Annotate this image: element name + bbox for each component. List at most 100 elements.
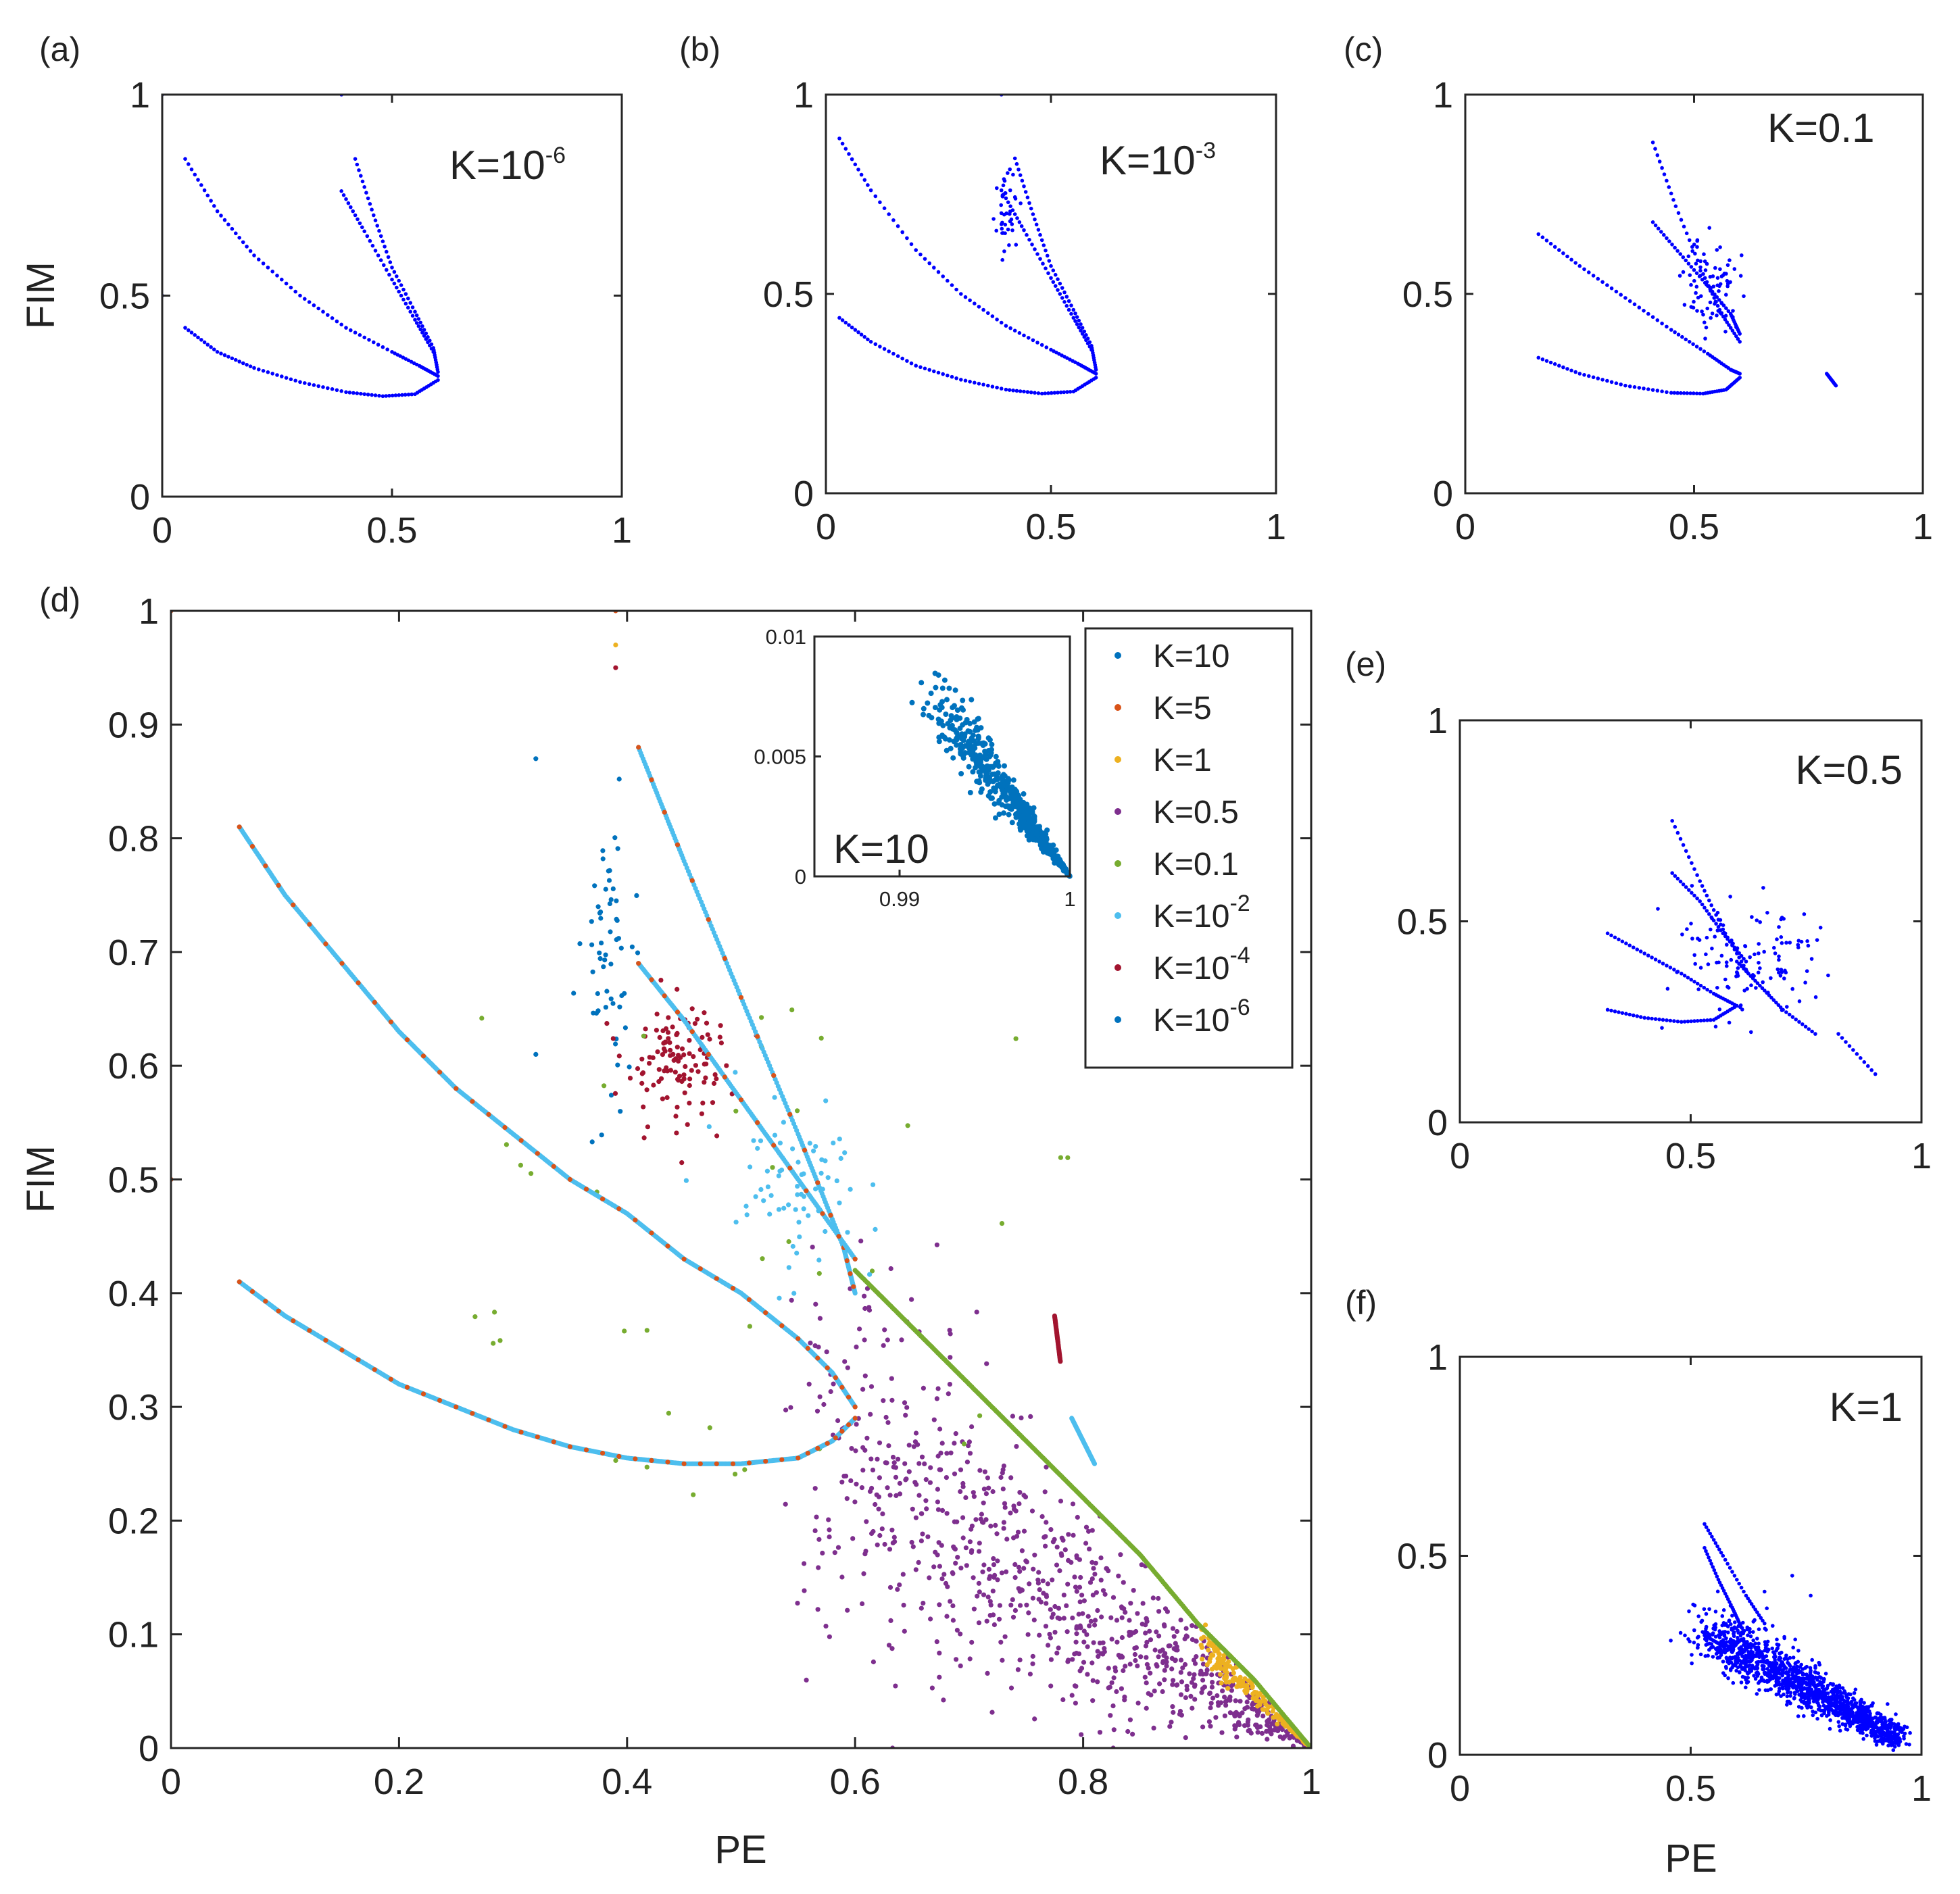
- scatter-point: [1750, 915, 1754, 919]
- scatter-point: [1152, 1647, 1158, 1653]
- series-point: [303, 297, 307, 301]
- scatter-point: [1203, 1622, 1208, 1628]
- series-point: [385, 347, 389, 351]
- series-point: [950, 374, 954, 379]
- series-point: [326, 386, 330, 391]
- series-point: [1635, 1014, 1640, 1018]
- scatter-point: [931, 1564, 937, 1570]
- scatter-point: [823, 1624, 829, 1629]
- series-point: [351, 391, 356, 395]
- scatter-point: [1056, 1605, 1061, 1611]
- scatter-point: [1008, 167, 1012, 172]
- scatter-point: [903, 1412, 908, 1418]
- scatter-point: [1713, 934, 1717, 939]
- scatter-point: [602, 1083, 607, 1089]
- scatter-point: [1784, 941, 1788, 945]
- series-point: [918, 252, 923, 257]
- series-point: [237, 824, 242, 830]
- scatter-point: [1122, 1697, 1127, 1703]
- series-point: [1033, 217, 1037, 222]
- series-point: [1569, 257, 1573, 262]
- series-point: [1007, 388, 1012, 392]
- scatter-point: [1740, 1007, 1744, 1012]
- series-point: [1710, 289, 1715, 294]
- series-point: [665, 1243, 670, 1249]
- scatter-point: [1109, 1680, 1114, 1685]
- scatter-point: [876, 1494, 881, 1499]
- inset-point: [966, 764, 972, 770]
- scatter-point: [679, 1160, 685, 1166]
- panel-letter: (d): [39, 581, 80, 619]
- scatter-point: [1242, 1723, 1248, 1728]
- scatter-point: [1190, 1623, 1195, 1628]
- series-point: [1052, 391, 1057, 395]
- scatter-point: [1775, 967, 1780, 972]
- series-point: [1600, 378, 1604, 382]
- scatter-point: [1162, 1677, 1167, 1683]
- scatter-point: [891, 1460, 897, 1466]
- scatter-point: [842, 1359, 848, 1364]
- scatter-point: [1756, 970, 1761, 975]
- series-point: [385, 268, 389, 272]
- series-point: [1008, 326, 1012, 330]
- scatter-point: [1709, 927, 1713, 932]
- panel-c: (c)0 0.5 100.51K=0.1: [1344, 30, 1933, 547]
- series-point: [266, 370, 270, 374]
- series-point: [1039, 238, 1044, 243]
- scatter-point: [927, 1575, 932, 1580]
- series-point: [1540, 235, 1545, 240]
- scatter-point: [1000, 257, 1004, 262]
- scatter-point: [789, 1007, 795, 1013]
- scatter-point: [1169, 1720, 1174, 1725]
- legend-marker: [1114, 808, 1121, 815]
- series-point: [339, 189, 344, 193]
- scatter-point: [1813, 995, 1818, 999]
- series-point: [289, 377, 293, 382]
- scatter-point: [1044, 1601, 1049, 1606]
- series-point: [335, 388, 339, 393]
- series-point: [1738, 372, 1742, 376]
- scatter-point: [676, 1058, 681, 1064]
- scatter-point: [1156, 1654, 1161, 1660]
- scatter-point: [1183, 1626, 1189, 1631]
- scatter-point: [1088, 1618, 1094, 1624]
- scatter-point: [967, 1451, 973, 1456]
- scatter-point: [812, 1528, 818, 1533]
- series-point: [193, 333, 197, 337]
- scatter-point: [1773, 951, 1778, 955]
- x-tick-label: 0: [816, 507, 836, 547]
- inset-point: [954, 716, 960, 722]
- scatter-point: [935, 1386, 941, 1391]
- series-point: [390, 393, 395, 398]
- series-point: [873, 342, 878, 347]
- scatter-point: [1043, 1624, 1049, 1629]
- scatter-point: [1077, 1623, 1083, 1628]
- scatter-point: [1700, 309, 1704, 314]
- scatter-point: [862, 1373, 868, 1378]
- series-point: [429, 347, 434, 351]
- scatter-point: [966, 1443, 971, 1449]
- series-point: [1092, 1461, 1098, 1466]
- series-point: [1573, 370, 1577, 374]
- series-point: [730, 1461, 736, 1466]
- inset-point: [943, 712, 949, 717]
- scatter-point: [831, 1381, 836, 1387]
- series-point: [999, 188, 1004, 193]
- scatter-point: [1011, 1535, 1016, 1541]
- scatter-point: [492, 1310, 497, 1315]
- scatter-point: [835, 1545, 841, 1550]
- scatter-point: [1085, 1672, 1090, 1677]
- scatter-point: [1777, 957, 1781, 962]
- series-point: [428, 343, 432, 348]
- scatter-point: [999, 203, 1003, 207]
- scatter-point: [1154, 1629, 1159, 1635]
- scatter-point: [1037, 1587, 1042, 1593]
- series-point: [1017, 331, 1022, 335]
- scatter-point: [1010, 228, 1014, 232]
- series-point: [665, 1460, 670, 1465]
- inset-point: [1027, 814, 1033, 820]
- series-point: [1033, 391, 1037, 395]
- scatter-point: [914, 1482, 919, 1487]
- scatter-point: [1072, 1651, 1077, 1657]
- series-point: [404, 1037, 410, 1043]
